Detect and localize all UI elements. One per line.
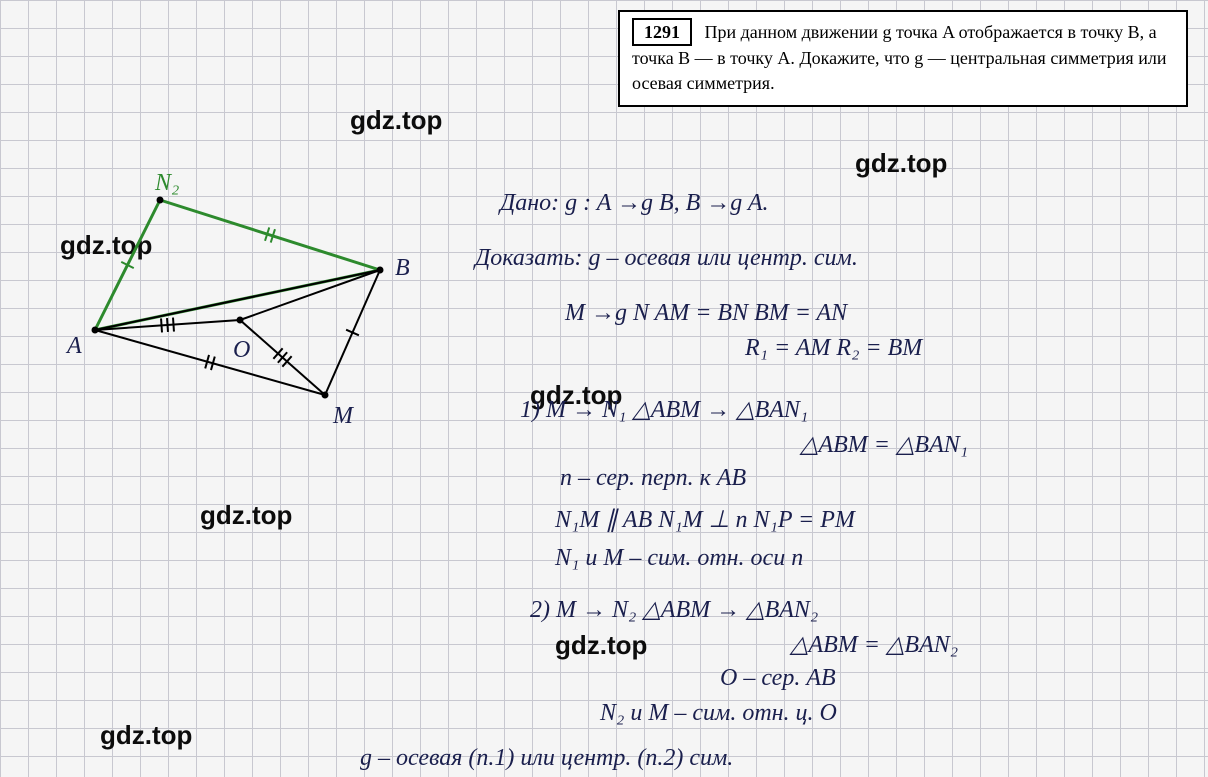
handwritten-line: R₁ = AM R₂ = BM (745, 335, 922, 362)
handwritten-line: N₁ и M – сим. отн. оси n (555, 545, 803, 572)
handwritten-line: 2) M → N₂ △ABM → △BAN₂ (530, 595, 818, 624)
point-label-B: B (395, 255, 410, 282)
handwritten-line: M →g N AM = BN BM = AN (565, 300, 847, 327)
problem-text: При данном движении g точка A отображает… (632, 22, 1166, 93)
point-label-M: M (333, 403, 353, 430)
handwritten-line: Доказать: g – осевая или центр. сим. (475, 245, 858, 272)
problem-number: 1291 (632, 18, 692, 46)
handwritten-line: g – осевая (п.1) или центр. (п.2) сим. (360, 745, 733, 772)
point-label-N2: N₂ (155, 170, 179, 197)
handwritten-line: 1) M → N₁ △ABM → △BAN₁ (520, 395, 808, 424)
handwritten-line: Дано: g : A →g B, B →g A. (500, 190, 769, 217)
watermark: gdz.top (200, 500, 292, 531)
point-label-O: O (233, 337, 250, 364)
geometry-diagram: N₂BAOM (55, 165, 435, 425)
handwritten-line: △ABM = △BAN₁ (800, 430, 968, 459)
point-label-A: A (67, 333, 82, 360)
handwritten-line: △ABM = △BAN₂ (790, 630, 958, 659)
watermark: gdz.top (555, 630, 647, 661)
handwritten-line: N₁M ∥ AB N₁M ⊥ n N₁P = PM (555, 505, 855, 534)
watermark: gdz.top (100, 720, 192, 751)
handwritten-line: N₂ и M – сим. отн. ц. O (600, 700, 837, 727)
problem-statement-box: 1291 При данном движении g точка A отобр… (618, 10, 1188, 107)
handwritten-line: O – сер. AB (720, 665, 836, 692)
watermark: gdz.top (350, 105, 442, 136)
handwritten-line: n – сер. перп. к AB (560, 465, 746, 492)
watermark: gdz.top (855, 148, 947, 179)
